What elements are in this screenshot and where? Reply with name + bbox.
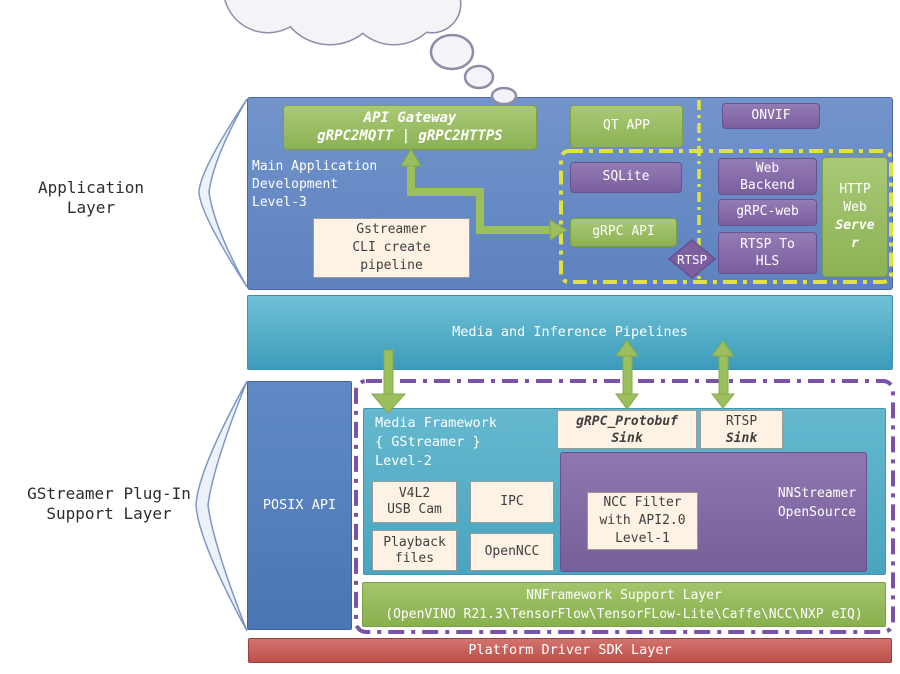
platform-driver-sdk-bar: Platform Driver SDK Layer bbox=[248, 638, 892, 663]
api-gateway-subtitle: gRPC2MQTT | gRPC2HTTPS bbox=[317, 127, 503, 144]
http-web-server-box: HTTP Web Serve r bbox=[822, 157, 888, 277]
api-gateway-box: API Gateway gRPC2MQTT | gRPC2HTTPS bbox=[283, 105, 537, 150]
media-inference-pipelines-bar: Media and Inference Pipelines bbox=[247, 295, 893, 370]
rtsp-to-hls-box: RTSP To HLS bbox=[718, 232, 817, 274]
playback-files-box: Playback files bbox=[372, 530, 457, 571]
posix-api-box: POSIX API bbox=[247, 381, 352, 630]
api-gateway-title: API Gateway bbox=[363, 110, 457, 126]
main-application-label: Main Application Development Level-3 bbox=[252, 159, 378, 210]
sqlite-box: SQLite bbox=[570, 162, 682, 193]
ipc-box: IPC bbox=[470, 481, 554, 523]
gstreamer-layer-label: GStreamer Plug-In Support Layer bbox=[27, 484, 191, 523]
cloud-bubble-large bbox=[429, 33, 475, 71]
onvif-box: ONVIF bbox=[722, 103, 820, 129]
platform-bar-title: Platform Driver SDK Layer bbox=[468, 642, 672, 659]
cloud-bubble-medium bbox=[463, 64, 495, 90]
v4l2-usb-cam-box: V4L2 USB Cam bbox=[372, 481, 457, 523]
application-layer-chevron bbox=[198, 98, 248, 288]
ncc-filter-box: NCC Filter with API2.0 Level-1 bbox=[587, 492, 698, 550]
web-backend-box: Web Backend bbox=[718, 158, 817, 195]
pipelines-bar-title: Media and Inference Pipelines bbox=[452, 324, 688, 341]
application-layer-label: Application Layer bbox=[38, 178, 144, 217]
gstreamer-cli-box: Gstreamer CLI create pipeline bbox=[313, 218, 470, 278]
nnframework-support-layer-bar: NNFramework Support Layer (OpenVINO R21.… bbox=[362, 582, 886, 627]
grpc-web-box: gRPC-web bbox=[718, 199, 817, 226]
grpc-protobuf-sink-box: gRPC_Protobuf Sink bbox=[557, 410, 697, 449]
rtsp-diamond-label: RTSP bbox=[676, 252, 708, 267]
qt-app-box: QT APP bbox=[570, 105, 683, 148]
rtsp-sink-box: RTSP Sink bbox=[700, 410, 783, 449]
grpc-api-box: gRPC API bbox=[570, 218, 677, 247]
openncc-box: OpenNCC bbox=[470, 533, 554, 571]
thought-cloud bbox=[224, 0, 518, 106]
nnstreamer-label: NNStreamer OpenSource bbox=[777, 486, 857, 520]
